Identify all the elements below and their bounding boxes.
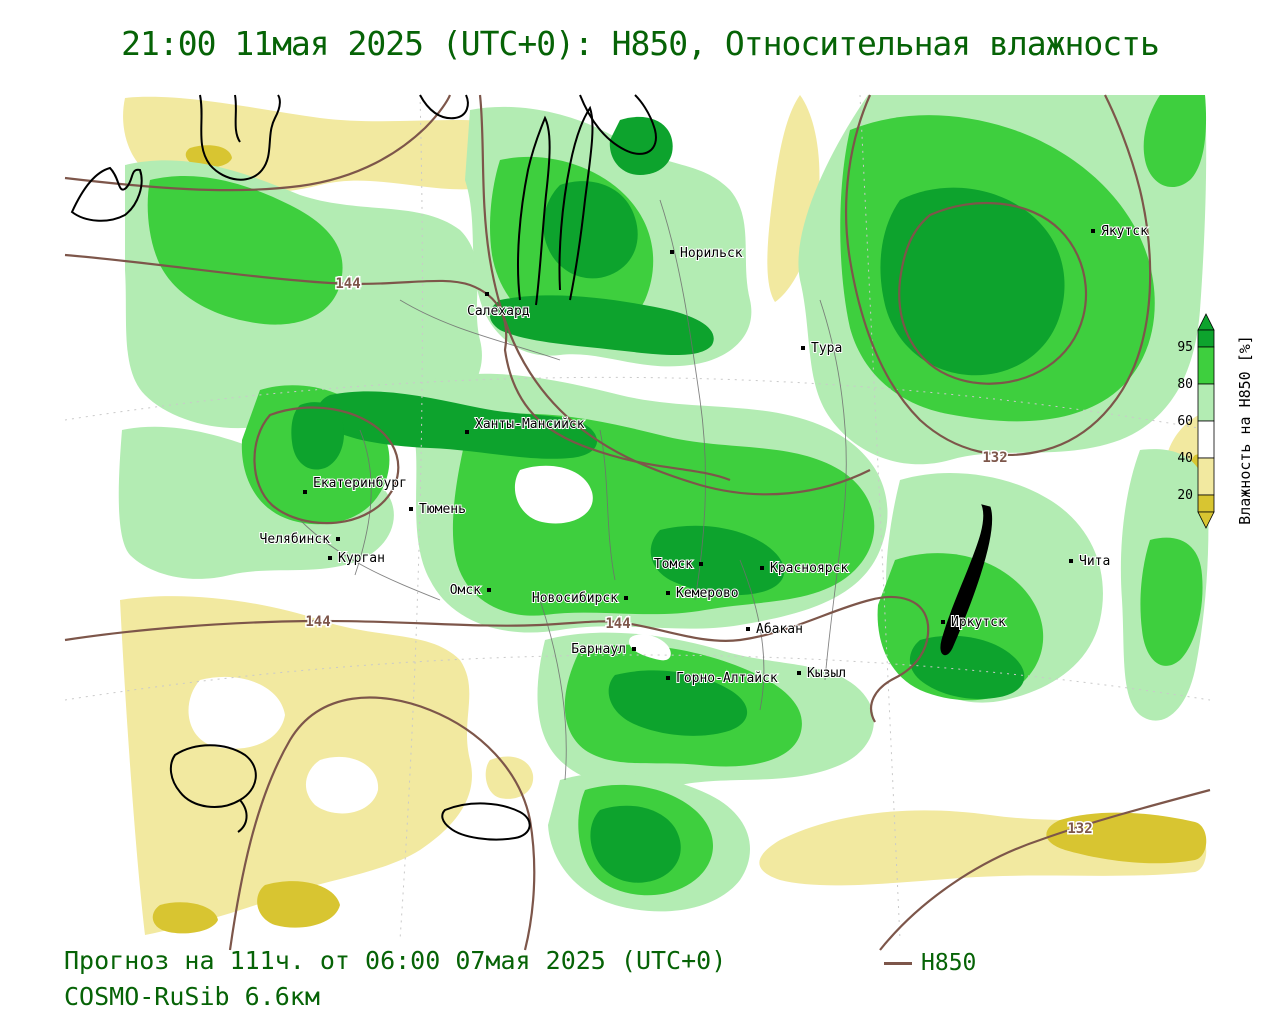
h850-contour-line-sample (884, 961, 912, 965)
city-dot (632, 647, 636, 651)
contour-value-label: 132 (1067, 821, 1092, 837)
graticule (64, 94, 1211, 941)
coastlines (70, 94, 657, 841)
colorbar-tick-label: 60 (1177, 414, 1193, 429)
city-label: Курган (338, 551, 385, 566)
city-label: Абакан (756, 622, 803, 637)
model-info-line: COSMO-RuSib 6.6км (64, 982, 320, 1011)
city-label: Иркутск (951, 615, 1006, 630)
h850-legend: H850 (884, 950, 976, 976)
colorbar-tick-label: 40 (1177, 451, 1193, 466)
city-label: Новосибирск (532, 591, 618, 606)
colorbar-down-arrow (1197, 511, 1215, 529)
city-dot (941, 620, 945, 624)
city-dot (666, 676, 670, 680)
city-dot (797, 671, 801, 675)
city-label: Ханты-Мансийск (475, 417, 585, 432)
forecast-info-line: Прогноз на 111ч. от 06:00 07мая 2025 (UT… (64, 946, 727, 975)
page-title: 21:00 11мая 2025 (UTC+0): H850, Относите… (121, 24, 1160, 63)
contour-value-label: 132 (982, 450, 1007, 466)
city-label: Красноярск (770, 561, 848, 576)
city-dot (328, 556, 332, 560)
city-dot (409, 507, 413, 511)
city-dot (485, 292, 489, 296)
city-label: Кемерово (676, 586, 739, 601)
humidity-shading-layer (118, 95, 1210, 935)
colorbar-axis-label: Влажность на H850 [%] (1236, 335, 1254, 525)
city-dot (1091, 229, 1095, 233)
lake-baikal (940, 504, 993, 656)
contour-labels-layer: 144 144 144 132 132 (304, 275, 1094, 839)
city-dot (670, 250, 674, 254)
city-label: Норильск (680, 246, 743, 261)
city-label: Тура (811, 341, 842, 356)
colorbar-segment (1197, 329, 1215, 348)
city-dot (746, 627, 750, 631)
city-dot (666, 591, 670, 595)
city-label: Якутск (1101, 224, 1148, 239)
colorbar-segment (1197, 383, 1215, 422)
city-label: Горно-Алтайск (676, 671, 778, 686)
colorbar: 95 80 60 40 20 (1177, 313, 1215, 529)
city-label: Салехард (467, 304, 530, 319)
city-label: Челябинск (260, 532, 331, 547)
city-dot (760, 566, 764, 570)
city-label: Кызыл (807, 666, 846, 681)
colorbar-tick-label: 95 (1177, 340, 1193, 355)
colorbar-tick-label: 80 (1177, 377, 1193, 392)
h850-legend-label: H850 (921, 950, 977, 976)
city-label: Тюмень (419, 502, 466, 517)
city-label: Екатеринбург (313, 476, 407, 491)
colorbar-segment (1197, 457, 1215, 496)
city-dot (487, 588, 491, 592)
city-dot (699, 562, 703, 566)
city-markers-layer: Норильск Салехард Тура Якутск Ханты-Мансийск… (259, 223, 1150, 687)
region-borders (299, 199, 847, 781)
city-label: Томск (654, 557, 693, 572)
colorbar-segment (1197, 346, 1215, 385)
city-label: Чита (1079, 554, 1110, 569)
city-label: Барнаул (571, 642, 626, 657)
colorbar-tick-label: 20 (1177, 488, 1193, 503)
city-dot (1069, 559, 1073, 563)
contour-value-label: 144 (335, 276, 360, 292)
city-dot (465, 430, 469, 434)
city-dot (801, 346, 805, 350)
city-dot (303, 490, 307, 494)
colorbar-segment (1197, 494, 1215, 513)
contour-value-label: 144 (305, 614, 330, 630)
contour-lines (64, 94, 1211, 951)
colorbar-segment (1197, 420, 1215, 459)
city-label: Омск (450, 583, 481, 598)
city-dot (624, 596, 628, 600)
contour-value-label: 144 (605, 616, 630, 632)
city-dot (336, 537, 340, 541)
